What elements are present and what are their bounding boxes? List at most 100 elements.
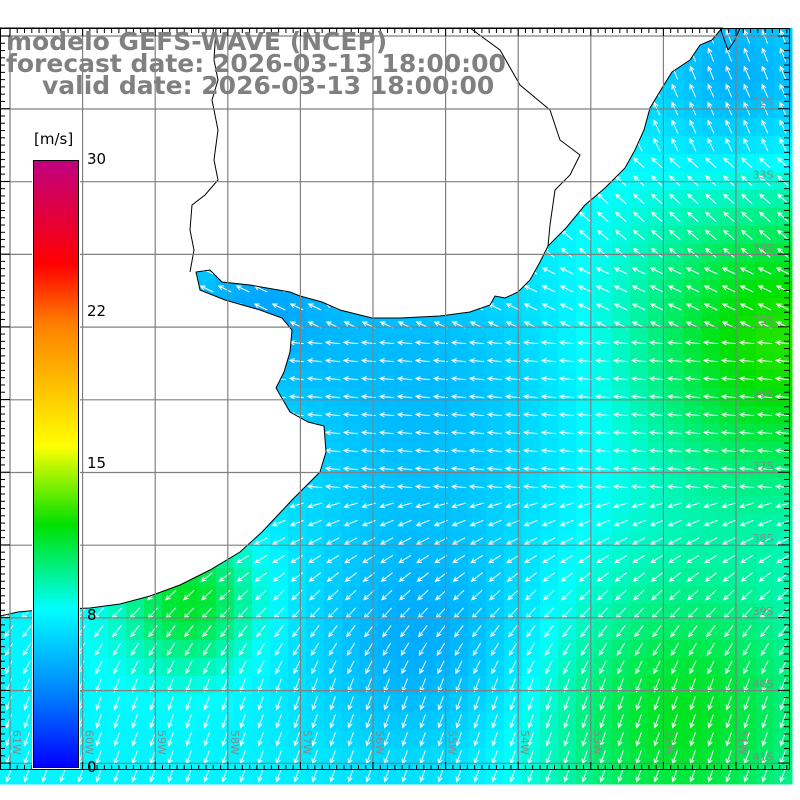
wind-arrow [418, 625, 428, 638]
wind-arrow [706, 625, 716, 638]
wind-arrow [235, 285, 250, 293]
wind-arrow [506, 554, 520, 564]
wind-arrow [257, 714, 264, 729]
wind-arrow [631, 519, 646, 527]
wind-arrow [257, 768, 264, 783]
wind-arrow [688, 642, 698, 656]
wind-arrow [559, 285, 574, 293]
wind-arrow [417, 589, 429, 601]
wind-arrow [345, 589, 357, 601]
wind-arrow [378, 412, 395, 418]
wind-arrow [525, 589, 537, 601]
wind-arrow [418, 642, 428, 656]
wind-arrow [275, 732, 282, 747]
wind-arrow [667, 502, 682, 509]
wind-arrow [4, 625, 14, 638]
wind-arrow [455, 732, 462, 747]
wind-arrow [437, 696, 444, 711]
wind-arrow [722, 572, 735, 583]
wind-arrow [473, 768, 480, 783]
wind-arrow [473, 660, 481, 675]
wind-arrow [450, 376, 467, 382]
wind-arrow [562, 625, 572, 638]
wind-arrow [342, 376, 359, 382]
wind-arrow [649, 303, 664, 311]
wind-arrow [576, 394, 593, 400]
wind-arrow [221, 696, 228, 711]
wind-arrow [473, 732, 480, 747]
latitude-label: 33S [753, 169, 774, 182]
wind-arrow [630, 430, 647, 436]
wind-arrow [648, 484, 665, 490]
wind-arrow [578, 229, 591, 240]
wind-arrow [488, 572, 501, 583]
wind-arrow [562, 642, 572, 656]
wind-arrow [505, 519, 520, 527]
wind-arrow [685, 267, 700, 275]
wind-arrow [761, 47, 769, 62]
wind-arrow [689, 65, 697, 80]
wind-arrow [221, 768, 228, 783]
wind-arrow [599, 732, 606, 747]
wind-arrow [524, 554, 538, 564]
wind-arrow [378, 430, 395, 436]
wind-arrow [419, 732, 426, 747]
wind-arrow [400, 625, 410, 638]
wind-arrow [113, 732, 120, 747]
wind-arrow [450, 394, 467, 400]
wind-arrow [5, 696, 12, 711]
wind-arrow [707, 660, 715, 675]
wind-arrow [542, 572, 555, 583]
wind-arrow [454, 625, 464, 638]
wind-arrow [667, 303, 682, 311]
wind-arrow [685, 502, 700, 509]
wind-arrow [326, 572, 339, 583]
wind-arrow [668, 229, 681, 240]
wind-arrow [131, 678, 138, 693]
wind-arrow [776, 247, 789, 258]
wind-arrow [632, 554, 646, 564]
wind-arrow [740, 193, 753, 205]
wind-arrow [594, 340, 611, 346]
wind-arrow [541, 502, 556, 509]
wind-arrow [707, 119, 715, 134]
wind-arrow [595, 267, 610, 275]
wind-arrow [396, 358, 413, 364]
wind-arrow [311, 660, 319, 675]
wind-arrow [382, 642, 392, 656]
wind-arrow [558, 466, 575, 472]
wind-arrow [540, 448, 557, 454]
wind-arrow [689, 678, 696, 693]
wind-arrow [666, 466, 683, 472]
wind-arrow [309, 589, 321, 601]
wind-arrow [401, 714, 408, 729]
wind-arrow [382, 625, 392, 638]
wind-arrow [740, 247, 753, 258]
wind-arrow [5, 732, 12, 747]
wind-arrow [347, 678, 354, 693]
wind-arrow [434, 554, 448, 564]
wind-arrow [758, 229, 771, 240]
wind-arrow [650, 211, 663, 223]
wind-arrow [113, 696, 120, 711]
wind-arrow [236, 554, 250, 564]
wind-arrow [578, 572, 591, 583]
wind-arrow [398, 554, 412, 564]
wind-arrow [324, 484, 341, 490]
colorbar-label: 15 [87, 454, 107, 472]
wind-arrow [273, 589, 285, 601]
wind-arrow [738, 412, 755, 418]
wind-arrow [630, 358, 647, 364]
wind-arrow [450, 430, 467, 436]
wind-arrow [652, 625, 662, 638]
wind-arrow [739, 285, 754, 293]
wind-arrow [275, 678, 282, 693]
wind-arrow [689, 83, 697, 98]
wind-arrow [633, 157, 645, 169]
wind-arrow [379, 502, 394, 509]
wind-arrow [666, 358, 683, 364]
border-line [469, 27, 581, 247]
wind-arrow [631, 285, 646, 293]
wind-arrow [527, 768, 534, 783]
wind-arrow [635, 732, 642, 747]
